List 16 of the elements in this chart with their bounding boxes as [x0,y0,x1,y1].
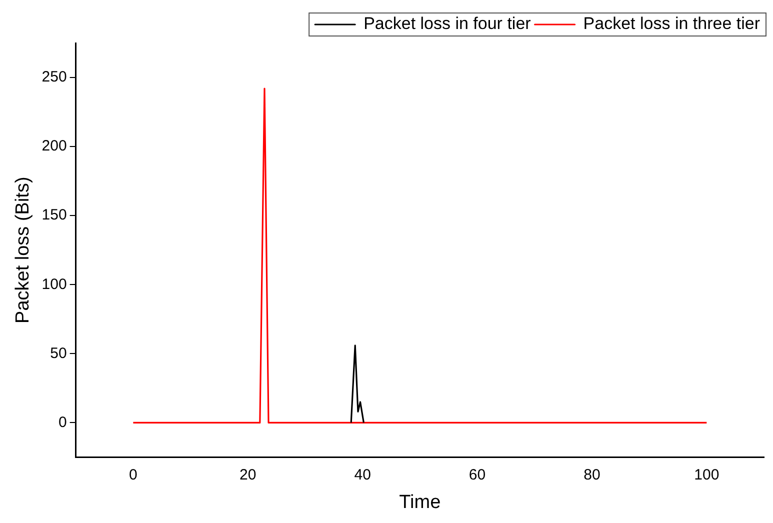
x-tick-label: 40 [354,466,371,484]
legend-label: Packet loss in four tier [364,14,532,34]
y-tick-label: 150 [42,206,67,224]
x-tick-label: 60 [468,466,486,484]
x-tick-label: 0 [129,466,138,484]
y-tick-label: 100 [42,276,67,293]
y-tick-label: 200 [42,138,67,155]
legend-label: Packet loss in three tier [583,14,760,34]
y-tick-label: 250 [42,68,67,86]
x-tick-label: 80 [584,466,600,484]
y-tick-label: 50 [50,344,67,362]
x-tick-label: 100 [694,466,720,484]
x-tick-label: 20 [240,466,256,484]
y-axis-title: Packet loss (Bits) [12,176,34,324]
y-tick-label: 0 [58,414,67,431]
x-axis-title: Time [399,492,441,513]
